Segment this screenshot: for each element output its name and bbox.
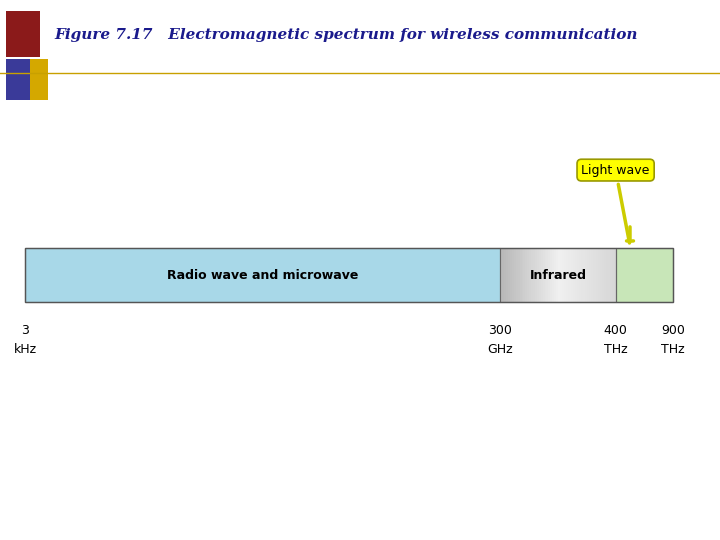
Bar bbox=[508, 248, 510, 302]
Bar bbox=[570, 248, 572, 302]
Bar bbox=[539, 248, 541, 302]
Bar bbox=[527, 248, 530, 302]
Text: THz: THz bbox=[604, 343, 627, 356]
Bar bbox=[510, 248, 513, 302]
Bar bbox=[537, 248, 539, 302]
Text: 3: 3 bbox=[22, 324, 29, 337]
Bar bbox=[543, 248, 545, 302]
Bar bbox=[573, 248, 576, 302]
Bar bbox=[541, 248, 544, 302]
Bar bbox=[583, 248, 585, 302]
Bar bbox=[572, 248, 574, 302]
Bar bbox=[529, 248, 532, 302]
Bar bbox=[616, 248, 673, 302]
Bar bbox=[560, 248, 562, 302]
Text: Radio wave and microwave: Radio wave and microwave bbox=[167, 269, 359, 282]
Bar bbox=[6, 11, 40, 57]
Bar bbox=[554, 248, 557, 302]
Bar bbox=[590, 248, 593, 302]
Bar bbox=[25, 248, 500, 302]
Bar bbox=[598, 248, 601, 302]
Bar bbox=[512, 248, 515, 302]
Text: THz: THz bbox=[662, 343, 685, 356]
Bar bbox=[503, 248, 505, 302]
Bar bbox=[587, 248, 590, 302]
Bar bbox=[552, 248, 555, 302]
Bar bbox=[589, 248, 591, 302]
Bar bbox=[514, 248, 516, 302]
Bar bbox=[581, 248, 584, 302]
Bar bbox=[612, 248, 614, 302]
Bar bbox=[585, 248, 588, 302]
Bar bbox=[506, 248, 509, 302]
Bar bbox=[544, 248, 547, 302]
Bar bbox=[30, 59, 48, 100]
Text: GHz: GHz bbox=[487, 343, 513, 356]
Text: kHz: kHz bbox=[14, 343, 37, 356]
Text: 300: 300 bbox=[488, 324, 513, 337]
Bar bbox=[600, 248, 603, 302]
Bar bbox=[550, 248, 553, 302]
Bar bbox=[596, 248, 599, 302]
Bar bbox=[504, 248, 507, 302]
Bar bbox=[6, 59, 30, 100]
Bar bbox=[575, 248, 578, 302]
Bar bbox=[564, 248, 567, 302]
Bar bbox=[500, 248, 503, 302]
Bar bbox=[500, 248, 616, 302]
Bar bbox=[533, 248, 536, 302]
Text: Figure 7.17   Electromagnetic spectrum for wireless communication: Figure 7.17 Electromagnetic spectrum for… bbox=[54, 28, 637, 42]
Bar bbox=[556, 248, 559, 302]
Text: Light wave: Light wave bbox=[582, 164, 649, 243]
Bar bbox=[518, 248, 521, 302]
Bar bbox=[606, 248, 608, 302]
Bar bbox=[535, 248, 538, 302]
Bar bbox=[604, 248, 607, 302]
Text: 900: 900 bbox=[661, 324, 685, 337]
Bar bbox=[516, 248, 518, 302]
Bar bbox=[531, 248, 534, 302]
Bar bbox=[520, 248, 522, 302]
Bar bbox=[610, 248, 613, 302]
Bar bbox=[608, 248, 611, 302]
Bar bbox=[521, 248, 524, 302]
Bar bbox=[25, 248, 673, 302]
Bar bbox=[562, 248, 564, 302]
Bar bbox=[595, 248, 597, 302]
Bar bbox=[526, 248, 528, 302]
Text: Infrared: Infrared bbox=[529, 269, 587, 282]
Bar bbox=[613, 248, 616, 302]
Bar bbox=[593, 248, 595, 302]
Bar bbox=[523, 248, 526, 302]
Bar bbox=[566, 248, 568, 302]
Bar bbox=[567, 248, 570, 302]
Bar bbox=[546, 248, 549, 302]
Bar bbox=[602, 248, 605, 302]
Bar bbox=[558, 248, 561, 302]
Bar bbox=[577, 248, 580, 302]
Bar bbox=[579, 248, 582, 302]
Text: 400: 400 bbox=[603, 324, 628, 337]
Bar bbox=[549, 248, 551, 302]
